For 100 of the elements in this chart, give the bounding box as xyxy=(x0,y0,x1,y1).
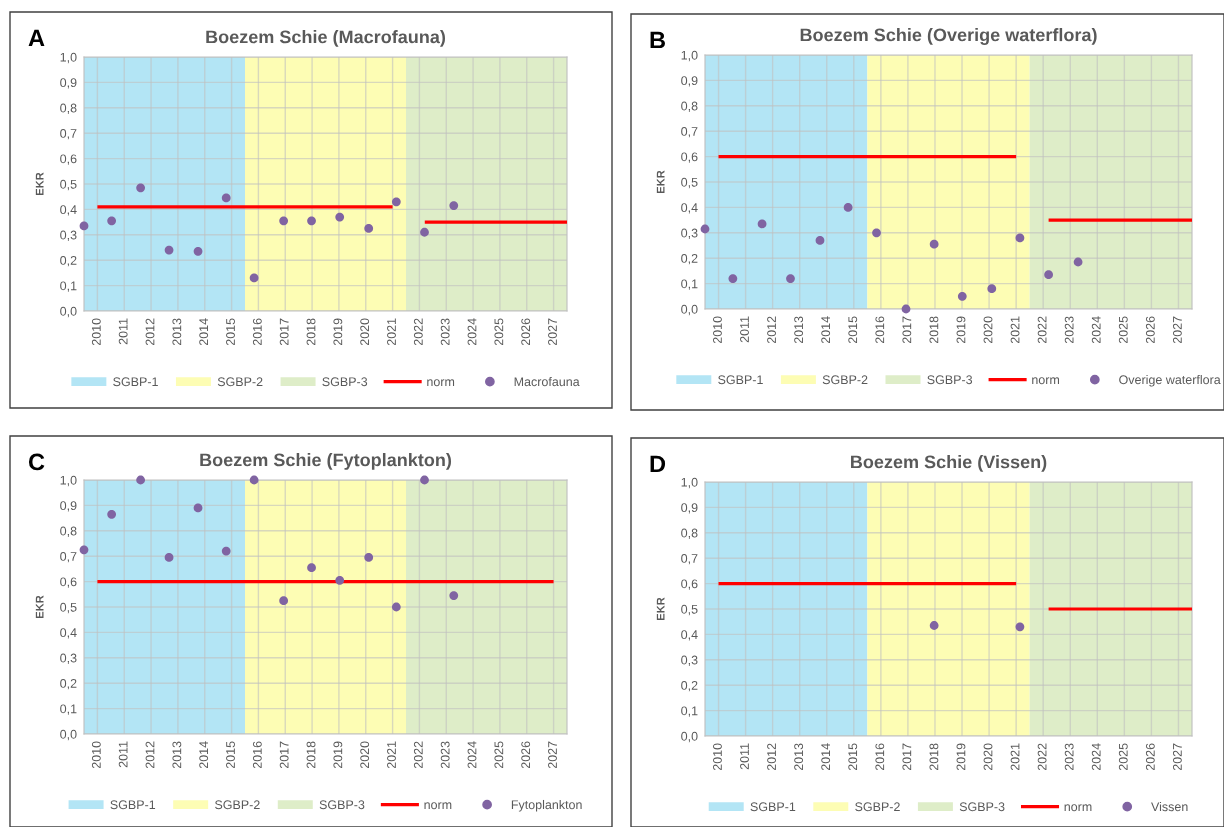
x-tick-label: 2018 xyxy=(306,741,316,769)
point xyxy=(335,575,345,585)
y-tick-label: 0,3 xyxy=(681,655,698,666)
y-tick-label: 0,8 xyxy=(60,103,77,114)
y-tick-label: 0,4 xyxy=(681,630,698,641)
x-tick-label: 2014 xyxy=(821,316,831,344)
x-tick-label: 2014 xyxy=(199,318,209,346)
y-tick-label: 0,4 xyxy=(60,628,77,639)
x-tick-label: 2016 xyxy=(252,741,262,769)
y-tick-label: 0,5 xyxy=(60,602,77,614)
y-tick-label: 0,1 xyxy=(681,279,698,290)
x-tick-label: 2013 xyxy=(794,316,804,344)
legend-label: SGBP-3 xyxy=(927,375,973,385)
x-tick-label: 2020 xyxy=(983,316,993,344)
y-tick-label: 1,0 xyxy=(60,475,77,487)
point xyxy=(987,284,997,294)
x-tick-label: 2015 xyxy=(226,318,235,346)
point xyxy=(107,509,117,519)
y-tick-label: 0,9 xyxy=(681,76,698,87)
x-tick-label: 2023 xyxy=(440,741,450,769)
y-tick-label: 0,5 xyxy=(681,177,698,189)
point xyxy=(901,304,911,314)
legend-label: norm xyxy=(427,379,455,387)
x-tick-label: 2018 xyxy=(306,318,316,346)
y-axis-title: EKR xyxy=(35,595,44,618)
x-tick-label: 2021 xyxy=(1010,743,1020,771)
legend-label: SGBP-1 xyxy=(113,377,158,387)
legend-label: SGBP-1 xyxy=(110,800,156,810)
point xyxy=(786,274,795,283)
x-tick-label: 2016 xyxy=(875,743,885,771)
y-tick-label: 1,0 xyxy=(60,52,77,64)
x-tick-label: 2023 xyxy=(1064,316,1074,344)
x-tick-label: 2012 xyxy=(145,318,155,346)
x-tick-label: 2024 xyxy=(1091,316,1101,344)
x-tick-label: 2025 xyxy=(1118,316,1128,344)
point xyxy=(221,193,231,203)
point xyxy=(843,203,853,212)
point xyxy=(307,563,316,573)
text: A xyxy=(28,29,45,47)
legend-label: SGBP-2 xyxy=(217,377,263,387)
y-tick-label: 0,0 xyxy=(60,306,77,318)
x-tick-label: 2017 xyxy=(279,318,289,346)
x-tick-label: 2026 xyxy=(521,741,531,769)
y-tick-label: 0,7 xyxy=(60,129,77,140)
x-tick-label: 2011 xyxy=(740,743,749,770)
chart-title: Boezem Schie (Vissen) xyxy=(851,455,1047,472)
x-tick-label: 2012 xyxy=(767,316,776,344)
legend-label: Overige waterflora xyxy=(1119,374,1221,387)
y-tick-label: 0,1 xyxy=(60,704,77,715)
y-tick-label: 0,2 xyxy=(681,681,698,692)
point xyxy=(164,553,174,562)
y-tick-label: 0,0 xyxy=(681,731,698,743)
y-tick-label: 0,8 xyxy=(681,528,698,539)
x-tick-label: 2026 xyxy=(1145,743,1155,771)
point xyxy=(364,224,374,233)
x-tick-label: 2021 xyxy=(1010,316,1020,344)
x-tick-label: 2016 xyxy=(875,316,885,344)
y-tick-label: 0,9 xyxy=(60,78,77,89)
point xyxy=(420,227,429,237)
point xyxy=(815,236,825,245)
y-tick-label: 0,6 xyxy=(681,579,698,590)
x-tick-label: 2013 xyxy=(172,318,182,346)
point xyxy=(391,197,401,207)
x-tick-label: 2027 xyxy=(1172,743,1182,771)
x-tick-label: 2022 xyxy=(1037,316,1047,344)
point xyxy=(136,183,146,193)
legend-label: SGBP-3 xyxy=(959,802,1005,812)
point xyxy=(364,553,374,562)
x-tick-label: 2012 xyxy=(767,743,776,771)
point xyxy=(1073,257,1083,267)
y-tick-label: 0,1 xyxy=(60,281,77,292)
x-tick-label: 2024 xyxy=(467,741,477,769)
point xyxy=(391,602,401,612)
y-tick-label: 0,6 xyxy=(681,152,698,163)
y-tick-label: 0,3 xyxy=(60,230,77,241)
x-tick-label: 2019 xyxy=(956,316,966,344)
chart-title: Boezem Schie (Macrofauna) xyxy=(206,30,446,47)
x-tick-label: 2017 xyxy=(902,316,912,344)
x-tick-label: 2022 xyxy=(413,318,423,346)
y-tick-label: 0,8 xyxy=(60,526,77,537)
text: C xyxy=(28,453,45,471)
x-tick-label: 2026 xyxy=(1145,316,1155,344)
legend-label: SGBP-3 xyxy=(319,800,365,810)
x-tick-label: 2027 xyxy=(1172,316,1182,344)
point xyxy=(193,246,203,256)
x-tick-label: 2024 xyxy=(467,318,477,346)
y-tick-label: 1,0 xyxy=(681,50,698,62)
point xyxy=(279,596,289,606)
x-tick-label: 2010 xyxy=(91,741,101,769)
y-tick-label: 0,7 xyxy=(681,127,698,138)
x-tick-label: 2015 xyxy=(848,743,858,771)
x-tick-label: 2011 xyxy=(118,741,128,768)
y-axis-title: EKR xyxy=(656,597,665,620)
legend-label: SGBP-1 xyxy=(718,375,763,385)
text: B xyxy=(650,31,665,49)
y-tick-label: 0,2 xyxy=(60,256,77,267)
legend-label: SGBP-2 xyxy=(822,375,868,385)
y-tick-label: 0,3 xyxy=(60,653,77,664)
y-tick-label: 0,7 xyxy=(60,552,77,563)
x-tick-label: 2021 xyxy=(387,741,396,769)
